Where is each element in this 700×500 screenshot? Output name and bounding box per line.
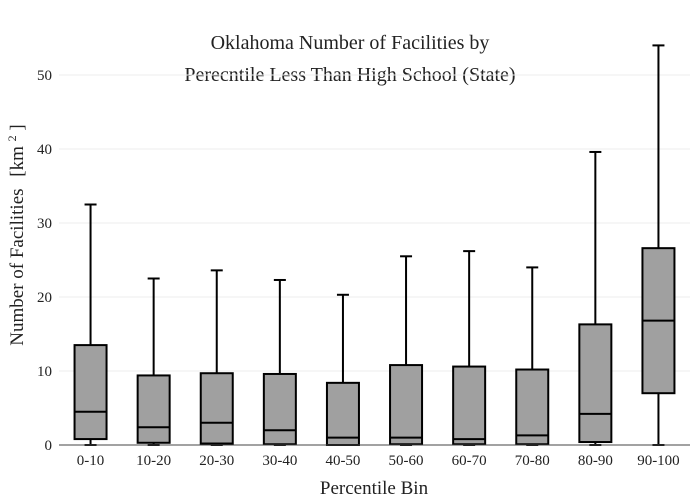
box-10-20 xyxy=(136,277,171,446)
iqr-box xyxy=(452,365,487,446)
y-axis-label-superscript: 2 xyxy=(5,135,19,141)
box-70-80 xyxy=(515,266,550,446)
iqr-box xyxy=(578,323,613,444)
x-tick-labels: 0-10 10-20 20-30 30-40 40-50 50-60 60-70 70-80 8… xyxy=(77,453,680,469)
iqr-box xyxy=(262,372,297,446)
y-tick-label-30: 30 xyxy=(37,216,52,232)
iqr-box xyxy=(199,372,234,445)
y-tick-labels: 0 10 20 30 40 50 xyxy=(37,68,52,454)
y-axis-label-unit: [km xyxy=(7,146,28,177)
box-30-40 xyxy=(262,278,297,446)
box-60-70 xyxy=(452,250,487,446)
box-50-60 xyxy=(389,255,424,446)
box-90-100 xyxy=(641,44,676,446)
y-tick-label-10: 10 xyxy=(37,364,52,380)
box-40-50 xyxy=(325,293,360,446)
y-tick-label-0: 0 xyxy=(45,438,53,454)
chart-title-line-1: Oklahoma Number of Facilities by xyxy=(211,32,490,54)
x-tick-label-20-30: 20-30 xyxy=(199,453,234,469)
y-axis-label-close: ] xyxy=(7,124,28,130)
box-20-30 xyxy=(199,269,234,446)
x-tick-label-40-50: 40-50 xyxy=(325,453,360,469)
x-tick-label-0-10: 0-10 xyxy=(77,453,105,469)
y-tick-label-20: 20 xyxy=(37,290,52,306)
x-tick-label-70-80: 70-80 xyxy=(515,453,550,469)
box-0-10 xyxy=(73,203,108,446)
x-axis-label: Percentile Bin xyxy=(320,478,429,499)
iqr-box xyxy=(389,364,424,446)
x-tick-label-90-100: 90-100 xyxy=(637,453,680,469)
box-80-90 xyxy=(578,150,613,446)
y-tick-label-50: 50 xyxy=(37,68,52,84)
box-layer xyxy=(73,44,676,446)
y-tick-label-40: 40 xyxy=(37,142,52,158)
y-axis-label: Number of Facilities [km 2 ] xyxy=(0,124,28,345)
iqr-box xyxy=(136,374,171,444)
iqr-box xyxy=(73,344,108,441)
x-tick-label-60-70: 60-70 xyxy=(452,453,487,469)
x-tick-label-30-40: 30-40 xyxy=(262,453,297,469)
iqr-box xyxy=(515,368,550,446)
iqr-box xyxy=(325,381,360,446)
y-axis-label-text: Number of Facilities xyxy=(7,188,28,345)
x-tick-label-80-90: 80-90 xyxy=(578,453,613,469)
x-tick-label-10-20: 10-20 xyxy=(136,453,171,469)
x-tick-label-50-60: 50-60 xyxy=(389,453,424,469)
